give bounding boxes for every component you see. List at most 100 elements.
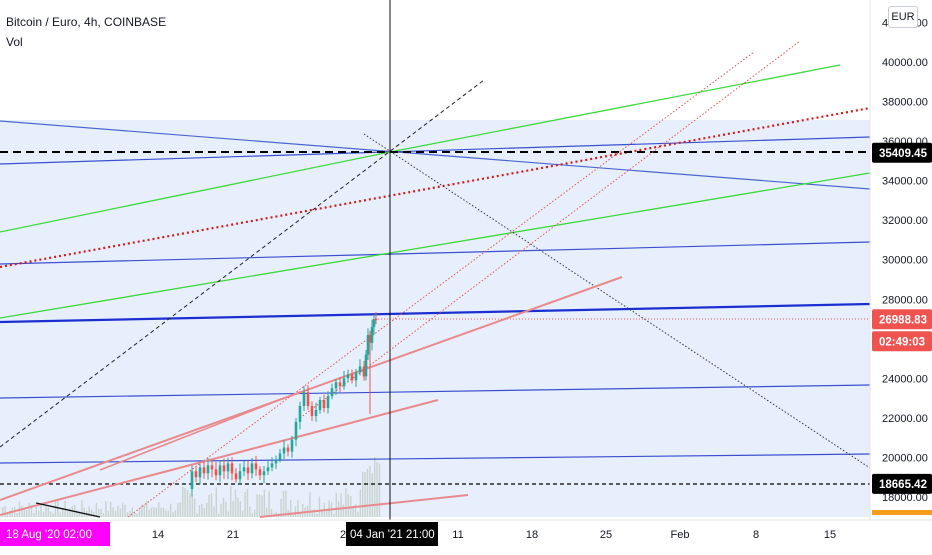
time-tick-label: Feb bbox=[671, 529, 690, 541]
volume-bar bbox=[189, 493, 191, 517]
crosshair-date-label: 04 Jan '21 21:00 bbox=[350, 529, 435, 541]
time-axis-ticks: 14 21 2 11 18 25 Feb 8 15 bbox=[152, 529, 836, 541]
trendline-black-dashed[interactable] bbox=[0, 79, 485, 448]
volume-bar bbox=[112, 507, 114, 517]
trendline-salmon-3[interactable] bbox=[259, 494, 469, 518]
candle-body bbox=[258, 469, 262, 476]
price-axis[interactable] bbox=[870, 0, 932, 520]
volume-bar bbox=[311, 510, 313, 517]
time-axis[interactable] bbox=[0, 520, 932, 550]
time-tick-label: 15 bbox=[824, 529, 836, 541]
volume-bar bbox=[42, 511, 45, 517]
volume-bars bbox=[2, 457, 381, 517]
volume-bar bbox=[201, 503, 203, 517]
price-tick-label: 38000.00 bbox=[882, 97, 928, 109]
candle-body bbox=[214, 469, 218, 476]
candle-body bbox=[202, 467, 206, 474]
candle-body bbox=[330, 388, 334, 397]
trendline-black-dotted[interactable] bbox=[363, 133, 871, 469]
candle-body bbox=[222, 465, 226, 472]
price-tag bbox=[872, 473, 932, 494]
volume-bar bbox=[280, 498, 282, 517]
candle-body bbox=[358, 366, 362, 373]
trendline-blue-falling[interactable] bbox=[0, 120, 871, 190]
volume-bar bbox=[227, 511, 229, 517]
volume-bar bbox=[110, 501, 112, 517]
trendline-blue-thick[interactable] bbox=[0, 302, 871, 324]
candle-body bbox=[322, 400, 326, 409]
candle-body bbox=[354, 372, 358, 381]
volume-bar bbox=[165, 510, 167, 517]
trendline-red-steep-2[interactable] bbox=[299, 40, 801, 419]
trendline-green-2[interactable] bbox=[0, 172, 871, 319]
price-tick-label: 20000.00 bbox=[882, 452, 928, 464]
drawing-tools[interactable] bbox=[0, 40, 871, 518]
trendline-blue-low[interactable] bbox=[0, 384, 871, 399]
volume-bar bbox=[220, 503, 222, 517]
trendline-salmon-1[interactable] bbox=[0, 276, 623, 501]
volume-bar bbox=[206, 502, 208, 517]
volume-bar bbox=[98, 509, 100, 517]
volume-bar bbox=[203, 507, 205, 517]
trendline-black-short[interactable] bbox=[35, 502, 101, 518]
trendline-salmon-4[interactable] bbox=[99, 391, 301, 471]
volume-bar bbox=[376, 461, 378, 517]
trendline-blue-bottom[interactable] bbox=[0, 453, 871, 464]
candle-body bbox=[226, 463, 230, 472]
trendline-blue-mid[interactable] bbox=[0, 241, 871, 265]
trendline-green-1[interactable] bbox=[0, 151, 391, 233]
volume-bar bbox=[167, 510, 169, 517]
price-tick-label: 32000.00 bbox=[882, 215, 928, 227]
volume-bar bbox=[249, 506, 251, 517]
volume-bar bbox=[297, 500, 299, 517]
volume-indicator-label[interactable]: Vol bbox=[6, 35, 23, 49]
volume-bar bbox=[191, 496, 193, 517]
volume-bar bbox=[59, 512, 61, 517]
volume-bar bbox=[184, 488, 186, 517]
volume-bar bbox=[66, 511, 69, 517]
time-tick-label: 14 bbox=[152, 529, 164, 541]
price-axis-tags: 35409.45 26988.83 02:49:03 18665.42 bbox=[872, 142, 932, 494]
volume-bar bbox=[366, 468, 369, 517]
volume-bar bbox=[78, 511, 81, 517]
volume-bar bbox=[251, 513, 253, 517]
volume-bar bbox=[155, 507, 157, 517]
trendline-green-1b[interactable] bbox=[389, 64, 841, 153]
price-tag bbox=[872, 331, 932, 352]
candle-body bbox=[364, 354, 368, 377]
candle-body bbox=[270, 463, 274, 468]
volume-bar bbox=[162, 507, 165, 517]
start-date-tag bbox=[0, 522, 110, 546]
volume-bar bbox=[225, 501, 227, 517]
volume-bar bbox=[26, 510, 28, 517]
volume-bar bbox=[347, 493, 349, 517]
volume-bar bbox=[9, 510, 11, 517]
price-tick-label: 30000.00 bbox=[882, 255, 928, 267]
volume-bar bbox=[359, 489, 361, 517]
candle-body bbox=[350, 374, 354, 381]
volume-bar bbox=[88, 506, 90, 517]
candle-body bbox=[298, 406, 302, 422]
candle-body bbox=[234, 473, 238, 480]
volume-bar bbox=[230, 486, 232, 517]
orange-marker bbox=[872, 510, 932, 515]
trendline-salmon-2[interactable] bbox=[0, 399, 439, 516]
volume-bar bbox=[90, 509, 93, 517]
volume-bar bbox=[364, 472, 366, 517]
price-tick-label: 22000.00 bbox=[882, 413, 928, 425]
volume-bar bbox=[81, 500, 83, 517]
candle-body bbox=[290, 439, 294, 452]
volume-bar bbox=[134, 512, 136, 517]
candle-body bbox=[314, 410, 318, 416]
candle-body bbox=[206, 465, 210, 474]
trendline-red-steep-1[interactable] bbox=[127, 51, 755, 518]
currency-button[interactable]: EUR bbox=[888, 6, 918, 28]
volume-bar bbox=[294, 506, 297, 517]
price-tag-label: 02:49:03 bbox=[879, 336, 925, 348]
symbol-title[interactable]: Bitcoin / Euro, 4h, COINBASE bbox=[6, 15, 167, 29]
volume-bar bbox=[186, 489, 189, 517]
trendline-blue-upper[interactable] bbox=[0, 136, 871, 165]
candle-body bbox=[334, 382, 338, 389]
volume-bar bbox=[35, 507, 37, 517]
